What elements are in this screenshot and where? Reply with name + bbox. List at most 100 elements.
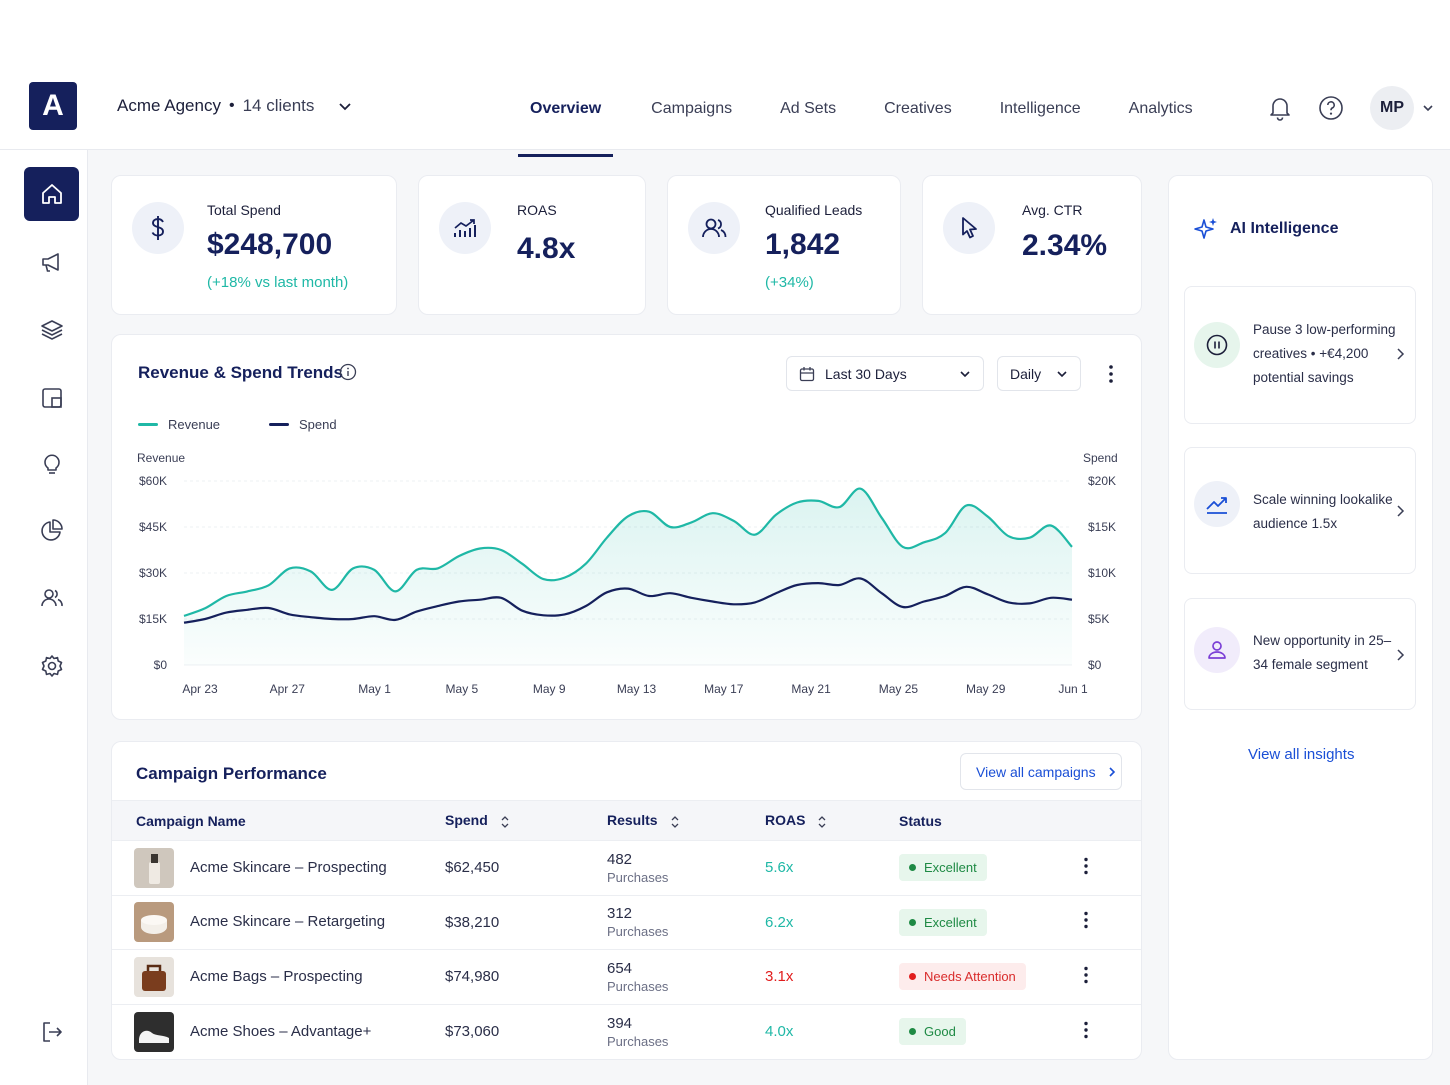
tab-ad-sets[interactable]: Ad Sets <box>780 100 837 117</box>
campaign-results-cell: 394 Purchases <box>607 1004 765 1059</box>
kpi-value: 4.8x <box>517 232 576 265</box>
campaign-spend: $62,450 <box>445 840 607 896</box>
tab-creatives[interactable]: Creatives <box>884 100 952 117</box>
campaign-name-cell: Acme Skincare – Prospecting <box>112 840 445 896</box>
ai-panel: AI Intelligence Pause 3 low-performing c… <box>1168 175 1433 1060</box>
info-icon[interactable] <box>339 363 357 381</box>
sidebar-item-analytics[interactable] <box>24 503 79 557</box>
app-logo[interactable]: A <box>29 82 77 130</box>
kpi-card-avg-ctr: Avg. CTR 2.34% <box>922 175 1142 315</box>
chevron-right-icon <box>1397 649 1405 661</box>
sidebar-item-audiences[interactable] <box>24 571 79 625</box>
y-tick-left: $30K <box>139 566 167 580</box>
campaign-thumbnail <box>134 847 174 888</box>
view-all-campaigns-label: View all campaigns <box>976 763 1096 780</box>
kpi-label: Avg. CTR <box>1022 202 1083 218</box>
campaign-title: Campaign Performance <box>136 764 327 783</box>
insight-card[interactable]: Scale winning lookalike audience 1.5x <box>1184 447 1416 574</box>
campaign-results-cell: 654 Purchases <box>607 949 765 1005</box>
campaign-name[interactable]: Acme Bags – Prospecting <box>190 967 363 985</box>
legend-spend: Spend <box>269 417 337 432</box>
bell-icon[interactable] <box>1268 95 1292 121</box>
campaign-name[interactable]: Acme Skincare – Retargeting <box>190 913 386 931</box>
more-vertical-icon[interactable] <box>1079 1020 1093 1040</box>
megaphone-icon <box>41 253 59 272</box>
campaign-spend: $73,060 <box>445 1023 500 1040</box>
column-header-name[interactable]: Campaign Name <box>112 800 445 841</box>
chevron-down-icon <box>960 370 970 377</box>
more-vertical-icon[interactable] <box>1104 363 1118 385</box>
tab-overview[interactable]: Overview <box>518 90 614 157</box>
chevron-right-icon <box>1397 505 1405 517</box>
kpi-value: 2.34% <box>1022 229 1108 262</box>
insight-card[interactable]: New opportunity in 25–34 female segment <box>1184 598 1416 710</box>
sidebar-item-intelligence[interactable] <box>24 437 79 491</box>
interval-select[interactable]: Daily <box>997 356 1081 391</box>
table-row[interactable]: Acme Skincare – Retargeting $38,210 312 Pur… <box>112 895 1141 950</box>
more-vertical-icon[interactable] <box>1079 965 1093 985</box>
campaign-roas: 6.2x <box>765 895 899 950</box>
kpi-label: Total Spend <box>207 202 281 218</box>
insight-text: Scale winning lookalike audience 1.5x <box>1253 492 1393 531</box>
sidebar-item-home[interactable] <box>24 167 79 221</box>
calendar-icon <box>799 366 815 381</box>
campaign-card: Campaign Performance View all campaigns … <box>111 741 1142 1060</box>
row-actions-cell <box>1079 840 1141 896</box>
y-tick-right: $5K <box>1088 612 1109 626</box>
row-actions-cell <box>1079 895 1141 950</box>
column-header-roas[interactable]: ROAS <box>765 800 899 841</box>
sort-icon <box>671 815 679 828</box>
tab-campaigns[interactable]: Campaigns <box>651 100 733 117</box>
column-header-results[interactable]: Results <box>607 800 765 841</box>
date-range-select[interactable]: Last 30 Days <box>786 356 984 391</box>
table-row[interactable]: Acme Shoes – Advantage+ $73,060 394 Purchas… <box>112 1004 1141 1059</box>
x-tick: May 5 <box>446 682 479 696</box>
legend-label: Revenue <box>168 417 221 432</box>
main-nav: Overview Campaigns Ad Sets Creatives Int… <box>518 90 1241 157</box>
kpi-change: (+18% vs last month) <box>207 274 349 291</box>
settings-icon <box>41 655 62 677</box>
campaign-status-cell: Good <box>899 1004 1079 1059</box>
x-tick: Apr 23 <box>182 682 218 696</box>
x-tick: May 29 <box>966 682 1006 696</box>
table-row[interactable]: Acme Bags – Prospecting $74,980 654 Purchas… <box>112 949 1141 1005</box>
tab-intelligence[interactable]: Intelligence <box>999 100 1081 117</box>
logout-icon <box>42 1022 62 1042</box>
sidebar-item-creatives[interactable] <box>24 371 79 425</box>
more-vertical-icon[interactable] <box>1079 910 1093 930</box>
cursor-icon <box>943 202 995 254</box>
sparkle-icon <box>1194 218 1217 239</box>
ai-title: AI Intelligence <box>1230 220 1339 237</box>
client-count: 14 clients <box>242 96 315 115</box>
agency-separator: • <box>228 97 235 114</box>
user-menu[interactable]: MP <box>1370 86 1434 130</box>
y-axis-left-title: Revenue <box>137 451 186 465</box>
agency-switcher[interactable]: Acme Agency • 14 clients <box>117 96 352 116</box>
sidebar-item-logout[interactable] <box>24 1005 79 1059</box>
insight-text: Pause 3 low-performing creatives • +€4,2… <box>1253 322 1396 385</box>
help-icon[interactable] <box>1318 95 1344 121</box>
sidebar-item-settings[interactable] <box>24 639 79 693</box>
campaign-name[interactable]: Acme Skincare – Prospecting <box>190 858 387 876</box>
campaign-spend: $38,210 <box>445 895 607 950</box>
tab-analytics[interactable]: Analytics <box>1128 100 1193 117</box>
campaign-spend: $74,980 <box>445 949 607 1005</box>
column-header-status: Status <box>899 800 1079 841</box>
sidebar-item-campaigns[interactable] <box>24 235 79 289</box>
table-header-row: Campaign Name Spend Results ROAS Status <box>112 800 1141 841</box>
campaign-roas: 5.6x <box>765 840 899 896</box>
top-actions: MP <box>1268 86 1434 130</box>
trend-up-icon <box>1194 481 1240 527</box>
view-all-campaigns-button[interactable]: View all campaigns <box>960 753 1122 790</box>
kpi-label: ROAS <box>517 202 557 218</box>
status-badge: Good <box>899 1018 966 1045</box>
table-row[interactable]: Acme Skincare – Prospecting $62,450 482 Pur… <box>112 840 1141 896</box>
view-all-insights-link[interactable]: View all insights <box>1248 746 1355 763</box>
sidebar-item-ad-sets[interactable] <box>24 303 79 357</box>
status-label: Good <box>924 1024 956 1039</box>
campaign-thumbnail <box>134 1011 174 1052</box>
more-vertical-icon[interactable] <box>1079 856 1093 876</box>
campaign-name[interactable]: Acme Shoes – Advantage+ <box>190 1022 372 1040</box>
column-header-spend[interactable]: Spend <box>445 800 607 841</box>
insight-card[interactable]: Pause 3 low-performing creatives • +€4,2… <box>1184 286 1416 424</box>
